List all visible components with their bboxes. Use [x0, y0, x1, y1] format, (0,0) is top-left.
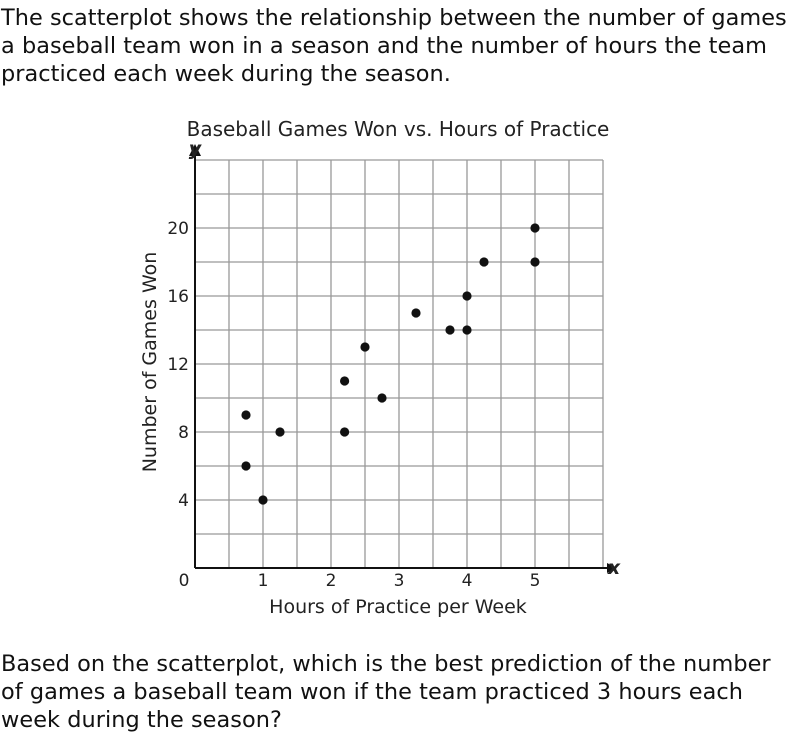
x-tick-label: 2	[326, 571, 337, 591]
question-text: Based on the scatterplot, which is the b…	[1, 651, 771, 733]
x-axis-arrow-icon	[607, 563, 617, 573]
y-tick-label: 8	[178, 423, 189, 443]
data-point	[275, 427, 285, 437]
data-point	[462, 291, 472, 301]
intro-text: The scatterplot shows the relationship b…	[1, 5, 787, 87]
data-point	[258, 495, 268, 505]
x-tick-label: 4	[462, 571, 473, 591]
data-point	[530, 257, 540, 267]
x-tick-label: 3	[394, 571, 405, 591]
origin-label: 0	[179, 571, 190, 591]
y-tick-label: 16	[167, 287, 189, 307]
data-point	[377, 393, 387, 403]
y-axis-letter: y	[189, 138, 203, 160]
y-tick-label: 4	[178, 491, 189, 511]
chart-axes	[189, 144, 617, 573]
data-point	[445, 325, 455, 335]
data-point	[530, 223, 540, 233]
data-point	[241, 410, 251, 420]
data-point	[360, 342, 370, 352]
data-point	[411, 308, 421, 318]
data-point	[340, 376, 350, 386]
scatterplot-chart: Baseball Games Won vs. Hours of Practice…	[139, 117, 621, 618]
chart-points	[241, 223, 540, 505]
data-point	[479, 257, 489, 267]
x-axis-label: Hours of Practice per Week	[269, 596, 527, 618]
data-point	[462, 325, 472, 335]
data-point	[340, 427, 350, 437]
x-tick-label: 5	[530, 571, 541, 591]
y-tick-label: 20	[167, 219, 189, 239]
y-axis-arrow-icon	[189, 144, 201, 156]
data-point	[241, 461, 251, 471]
x-axis-letter: x	[607, 557, 621, 579]
x-tick-label: 1	[258, 571, 269, 591]
y-tick-label: 12	[167, 355, 189, 375]
chart-grid	[195, 159, 604, 568]
y-axis-label: Number of Games Won	[139, 252, 161, 473]
chart-title: Baseball Games Won vs. Hours of Practice	[187, 117, 610, 141]
